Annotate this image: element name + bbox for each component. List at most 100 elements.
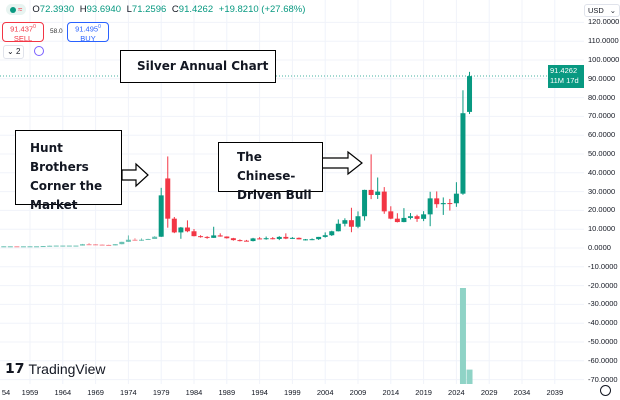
candle-1990 xyxy=(230,237,236,241)
candle-1980 xyxy=(165,156,171,228)
candle-body xyxy=(270,238,276,240)
candle-1974 xyxy=(125,235,131,242)
candle-body xyxy=(145,238,151,240)
candle-1997 xyxy=(276,236,282,241)
candle-1967 xyxy=(79,243,85,246)
candle-body xyxy=(237,240,243,242)
y-tick-label: 20.0000 xyxy=(588,205,616,215)
candle-body xyxy=(348,220,354,227)
candle-body xyxy=(250,238,256,242)
ohlc-readout: O72.3930 H93.6940 L71.2596 C91.4262 +19.… xyxy=(32,4,306,15)
candle-2005 xyxy=(329,230,335,236)
buy-button[interactable]: 91.4950 BUY xyxy=(67,22,109,43)
candle-body xyxy=(276,236,282,239)
candle-1987 xyxy=(211,226,217,238)
candle-1959 xyxy=(27,246,33,248)
candle-2003 xyxy=(316,236,322,240)
candle-1965 xyxy=(66,245,72,247)
y-tick-label: -40.0000 xyxy=(588,318,618,328)
candle-body xyxy=(388,211,394,219)
spread: 58.0 xyxy=(50,28,63,35)
title-annotation[interactable]: Silver Annual Chart xyxy=(120,50,276,83)
candle-2026 xyxy=(467,71,473,115)
candle-2017 xyxy=(407,213,413,220)
candle-2024 xyxy=(453,182,459,207)
candle-1962 xyxy=(47,245,53,247)
status-pill[interactable]: ≈ xyxy=(6,4,27,15)
y-tick-label: 60.0000 xyxy=(588,130,616,140)
sync-icon[interactable] xyxy=(34,46,44,56)
candle-2009 xyxy=(355,211,361,229)
candle-body xyxy=(14,246,20,248)
settings-icon[interactable] xyxy=(600,385,611,396)
x-tick-label: 1974 xyxy=(120,388,137,397)
volume-bars xyxy=(459,288,473,384)
tradingview-logo[interactable]: 𝟭𝟳 TradingView xyxy=(5,360,106,377)
candle-1970 xyxy=(99,244,105,246)
candle-body xyxy=(401,217,407,223)
tv-logo-icon: 𝟭𝟳 xyxy=(5,360,25,376)
candle-1986 xyxy=(204,236,210,239)
candle-body xyxy=(407,216,413,218)
candle-1988 xyxy=(217,233,223,237)
x-tick-label: 2014 xyxy=(382,388,400,397)
chevron-down-icon: ⌄ xyxy=(7,47,14,56)
x-tick-label: 54 xyxy=(1,388,11,397)
candles xyxy=(1,71,473,248)
candle-2006 xyxy=(335,219,341,232)
last-price-label: 91.4262 11M 17d xyxy=(548,65,584,88)
candle-body xyxy=(381,191,387,212)
candle-body xyxy=(198,236,204,238)
wave-icon: ≈ xyxy=(18,5,23,14)
y-tick-label: -20.0000 xyxy=(588,280,618,290)
candle-2015 xyxy=(394,213,400,223)
candle-body xyxy=(165,178,171,219)
hunt-brothers-annotation[interactable]: Hunt Brothers Corner the Market xyxy=(15,130,122,212)
x-tick-label: 2039 xyxy=(546,388,564,397)
candle-2012 xyxy=(375,177,381,199)
candle-body xyxy=(171,218,177,233)
candle-body xyxy=(394,218,400,223)
y-tick-label: 90.0000 xyxy=(588,73,616,83)
symbol-header: ≈ O72.3930 H93.6940 L71.2596 C91.4262 +1… xyxy=(6,4,308,15)
candle-body xyxy=(368,189,374,195)
y-tick-label: 120.0000 xyxy=(588,17,620,27)
candle-1989 xyxy=(224,236,230,239)
hunt-arrow xyxy=(121,162,149,188)
candle-body xyxy=(119,241,125,245)
currency-select[interactable]: USD ⌄ xyxy=(584,4,620,17)
candle-1957 xyxy=(14,246,20,248)
candle-body xyxy=(40,246,46,248)
candle-body xyxy=(421,214,427,219)
candle-2001 xyxy=(303,238,309,241)
candle-body xyxy=(375,191,381,195)
collapse-indicators-button[interactable]: ⌄ 2 xyxy=(3,45,25,59)
candle-body xyxy=(289,237,295,239)
candle-body xyxy=(53,245,59,247)
candle-1971 xyxy=(106,244,112,246)
chinese-bull-annotation[interactable]: The Chinese-Driven Bull xyxy=(218,142,323,202)
x-tick-label: 2009 xyxy=(349,388,367,397)
candle-1964 xyxy=(60,245,66,247)
candle-body xyxy=(47,245,53,247)
y-tick-label: -60.0000 xyxy=(588,355,618,365)
market-open-icon xyxy=(10,7,16,13)
candle-1961 xyxy=(40,246,46,248)
sell-button[interactable]: 91.4370 SELL xyxy=(2,22,44,43)
y-tick-label: -50.0000 xyxy=(588,337,618,346)
candle-body xyxy=(217,235,223,237)
x-tick-label: 1999 xyxy=(284,388,301,397)
candle-body xyxy=(309,239,315,241)
candle-1968 xyxy=(86,243,92,246)
candle-body xyxy=(460,113,466,194)
candle-body xyxy=(355,216,361,227)
candle-body xyxy=(60,245,66,247)
x-tick-label: 1984 xyxy=(185,388,203,397)
candle-1972 xyxy=(112,244,118,246)
x-tick-label: 1964 xyxy=(54,388,72,397)
candle-1969 xyxy=(93,244,99,246)
candle-1994 xyxy=(257,237,263,240)
candle-1992 xyxy=(243,239,249,242)
y-tick-label: 70.0000 xyxy=(588,111,616,121)
